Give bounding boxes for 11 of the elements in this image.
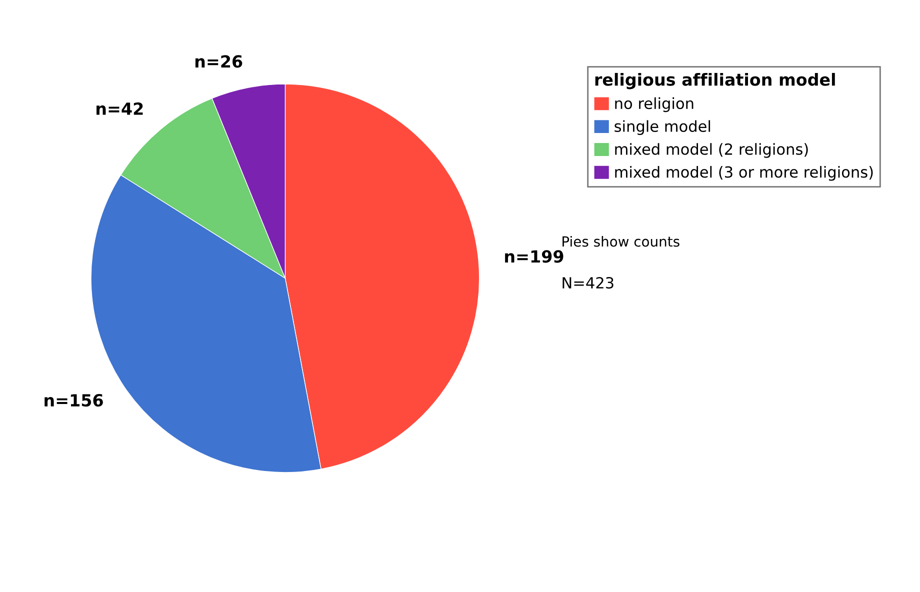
legend-label: mixed model (3 or more religions) [615, 166, 873, 181]
text: N=423 [562, 277, 614, 289]
legend-label: single model [614, 120, 710, 135]
data-label: n=26 [195, 55, 242, 68]
legend-title: religious affiliation model [595, 72, 835, 90]
text: Pies show counts [562, 236, 680, 247]
legend-label: no religion [615, 97, 694, 112]
data-label: n=199 [505, 250, 564, 263]
legend-label: mixed model (2 religions) [615, 143, 808, 158]
data-label: n=42 [96, 102, 143, 115]
data-label: n=156 [44, 394, 103, 407]
